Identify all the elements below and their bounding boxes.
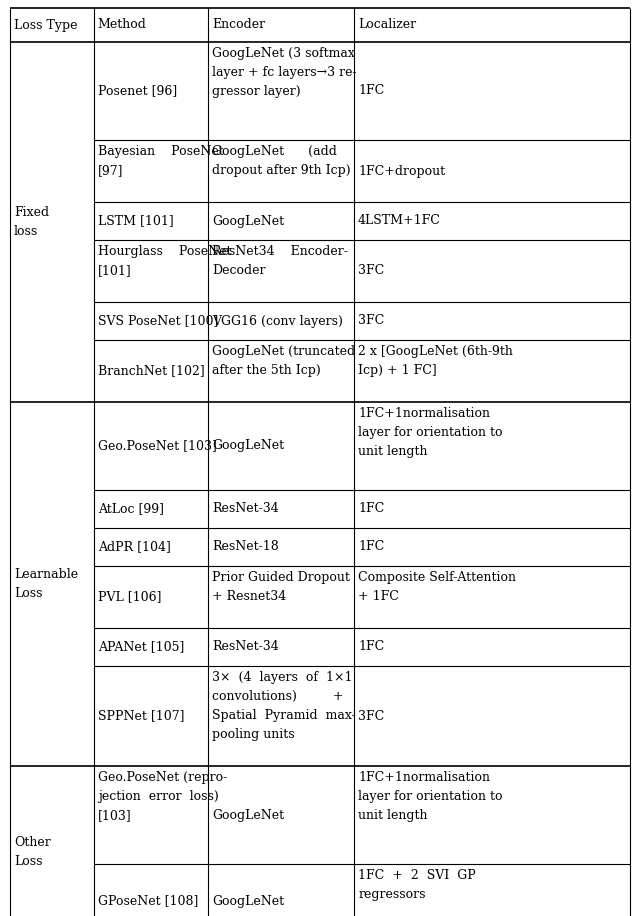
Text: 1FC: 1FC — [358, 503, 385, 516]
Text: Learnable
Loss: Learnable Loss — [14, 568, 78, 600]
Text: 3FC: 3FC — [358, 314, 385, 328]
Text: ResNet34    Encoder-
Decoder: ResNet34 Encoder- Decoder — [212, 245, 348, 277]
Text: Other
Loss: Other Loss — [14, 836, 51, 868]
Text: GoogLeNet (3 softmax
layer + fc layers→3 re-
gressor layer): GoogLeNet (3 softmax layer + fc layers→3… — [212, 47, 357, 98]
Text: Composite Self-Attention
+ 1FC: Composite Self-Attention + 1FC — [358, 571, 516, 603]
Text: LSTM [101]: LSTM [101] — [98, 214, 173, 227]
Text: Encoder: Encoder — [212, 18, 266, 31]
Text: 3FC: 3FC — [358, 710, 385, 723]
Text: VGG16 (conv layers): VGG16 (conv layers) — [212, 314, 343, 328]
Text: 1FC: 1FC — [358, 84, 385, 97]
Text: Loss Type: Loss Type — [14, 18, 77, 31]
Text: GoogLeNet      (add
dropout after 9th Icp): GoogLeNet (add dropout after 9th Icp) — [212, 145, 351, 177]
Text: Localizer: Localizer — [358, 18, 416, 31]
Text: 1FC+dropout: 1FC+dropout — [358, 165, 445, 178]
Text: GoogLeNet: GoogLeNet — [212, 895, 285, 908]
Text: APANet [105]: APANet [105] — [98, 640, 184, 653]
Text: Hourglass    PoseNet
[101]: Hourglass PoseNet [101] — [98, 245, 231, 277]
Text: ResNet-34: ResNet-34 — [212, 503, 279, 516]
Text: Geo.PoseNet (repro-
jection  error  loss)
[103]: Geo.PoseNet (repro- jection error loss) … — [98, 771, 227, 822]
Text: 1FC  +  2  SVI  GP
regressors: 1FC + 2 SVI GP regressors — [358, 869, 476, 901]
Text: GoogLeNet (truncated
after the 5th Icp): GoogLeNet (truncated after the 5th Icp) — [212, 345, 356, 377]
Text: 3×  (4  layers  of  1×1
convolutions)         +
Spatial  Pyramid  max-
pooling u: 3× (4 layers of 1×1 convolutions) + Spat… — [212, 671, 356, 741]
Text: Geo.PoseNet [103]: Geo.PoseNet [103] — [98, 440, 216, 453]
Text: GoogLeNet: GoogLeNet — [212, 440, 285, 453]
Text: ResNet-34: ResNet-34 — [212, 640, 279, 653]
Text: AdPR [104]: AdPR [104] — [98, 540, 171, 553]
Text: ResNet-18: ResNet-18 — [212, 540, 279, 553]
Text: GoogLeNet: GoogLeNet — [212, 809, 285, 822]
Text: Prior Guided Dropout
+ Resnet34: Prior Guided Dropout + Resnet34 — [212, 571, 350, 603]
Text: BranchNet [102]: BranchNet [102] — [98, 365, 204, 377]
Text: 1FC: 1FC — [358, 640, 385, 653]
Text: Posenet [96]: Posenet [96] — [98, 84, 177, 97]
Text: 2 x [GoogLeNet (6th-9th
Icp) + 1 FC]: 2 x [GoogLeNet (6th-9th Icp) + 1 FC] — [358, 345, 513, 377]
Text: 1FC+1normalisation
layer for orientation to
unit length: 1FC+1normalisation layer for orientation… — [358, 407, 502, 458]
Text: PVL [106]: PVL [106] — [98, 591, 161, 604]
Text: AtLoc [99]: AtLoc [99] — [98, 503, 164, 516]
Text: 1FC+1normalisation
layer for orientation to
unit length: 1FC+1normalisation layer for orientation… — [358, 771, 502, 822]
Text: 1FC: 1FC — [358, 540, 385, 553]
Text: Fixed
loss: Fixed loss — [14, 206, 49, 238]
Text: 4LSTM+1FC: 4LSTM+1FC — [358, 214, 441, 227]
Text: SPPNet [107]: SPPNet [107] — [98, 710, 184, 723]
Text: Bayesian    PoseNet
[97]: Bayesian PoseNet [97] — [98, 145, 223, 177]
Text: SVS PoseNet [100]: SVS PoseNet [100] — [98, 314, 218, 328]
Text: GPoseNet [108]: GPoseNet [108] — [98, 895, 198, 908]
Text: Method: Method — [98, 18, 147, 31]
Text: GoogLeNet: GoogLeNet — [212, 214, 285, 227]
Text: 3FC: 3FC — [358, 265, 385, 278]
